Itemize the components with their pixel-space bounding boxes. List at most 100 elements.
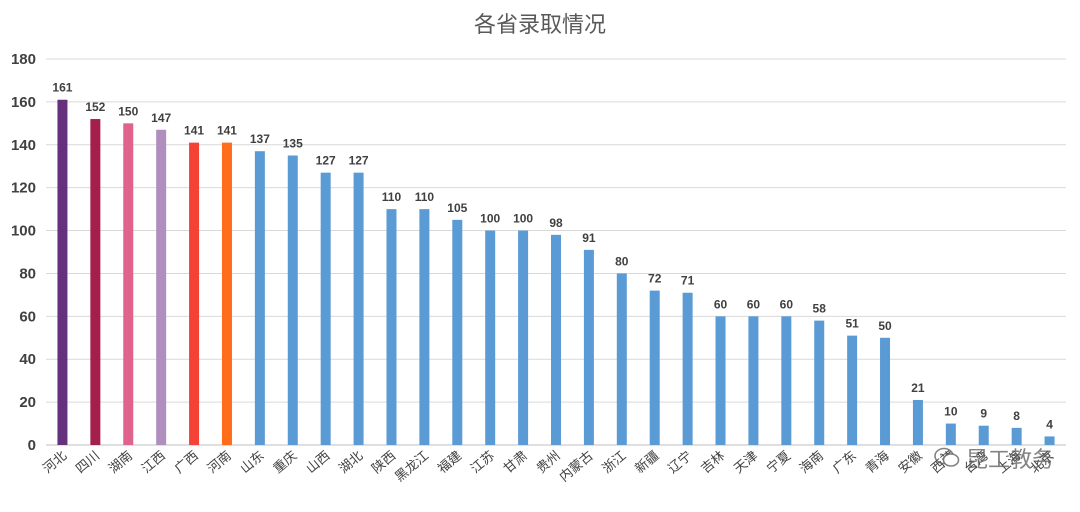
data-label: 161 bbox=[52, 81, 72, 95]
data-label: 147 bbox=[151, 111, 171, 125]
x-tick-label: 湖北 bbox=[337, 449, 367, 477]
x-tick-label: 甘肃 bbox=[501, 449, 531, 477]
data-label: 8 bbox=[1013, 409, 1020, 423]
bar bbox=[485, 230, 496, 445]
data-label: 141 bbox=[217, 124, 237, 138]
data-label: 10 bbox=[944, 405, 958, 419]
bar bbox=[189, 142, 200, 445]
data-label: 58 bbox=[813, 302, 827, 316]
bar bbox=[123, 123, 134, 445]
bar bbox=[781, 316, 792, 445]
data-label: 60 bbox=[714, 297, 728, 311]
data-label: 152 bbox=[85, 100, 105, 114]
data-label: 105 bbox=[447, 201, 467, 215]
x-tick-label: 海南 bbox=[797, 448, 827, 477]
watermark: 昆工教务 bbox=[934, 442, 1054, 474]
bar bbox=[320, 172, 331, 445]
bar bbox=[1044, 436, 1055, 445]
data-label: 137 bbox=[250, 132, 270, 146]
x-tick-label: 内蒙古 bbox=[556, 448, 596, 485]
bar bbox=[748, 316, 759, 445]
bar bbox=[419, 209, 430, 445]
chart-title: 各省录取情况 bbox=[474, 13, 606, 38]
x-tick-label: 山西 bbox=[304, 449, 334, 477]
y-axis-ticks: 0 20 40 60 80 100 120 140 160 180 bbox=[11, 51, 36, 454]
x-tick-label: 四川 bbox=[73, 449, 103, 477]
bar bbox=[518, 230, 529, 445]
data-label: 100 bbox=[480, 212, 500, 226]
data-label: 71 bbox=[681, 274, 695, 288]
data-label: 9 bbox=[980, 407, 987, 421]
bar bbox=[452, 219, 463, 445]
bar bbox=[715, 316, 726, 445]
data-label: 150 bbox=[118, 104, 138, 118]
x-tick-label: 河南 bbox=[204, 448, 234, 477]
data-label: 127 bbox=[316, 154, 336, 168]
x-tick-label: 青海 bbox=[863, 449, 893, 477]
y-tick-label: 20 bbox=[19, 394, 36, 411]
data-label: 80 bbox=[615, 254, 629, 268]
y-tick-label: 40 bbox=[19, 351, 36, 368]
data-label: 100 bbox=[513, 212, 533, 226]
data-label: 127 bbox=[349, 154, 369, 168]
x-tick-label: 重庆 bbox=[270, 448, 300, 477]
wechat-icon bbox=[934, 447, 960, 467]
bar bbox=[156, 129, 167, 445]
bar bbox=[1011, 427, 1022, 445]
data-label: 110 bbox=[382, 190, 402, 204]
data-label: 50 bbox=[878, 319, 892, 333]
x-tick-label: 江西 bbox=[139, 449, 169, 477]
bar bbox=[57, 99, 68, 445]
data-label: 21 bbox=[911, 381, 925, 395]
x-tick-label: 安徽 bbox=[896, 449, 926, 477]
watermark-text: 昆工教务 bbox=[965, 448, 1054, 473]
data-label: 51 bbox=[845, 317, 859, 331]
data-label: 60 bbox=[747, 297, 761, 311]
x-tick-label: 黑龙江 bbox=[392, 449, 432, 486]
y-tick-label: 180 bbox=[11, 51, 36, 68]
x-tick-label: 湖南 bbox=[106, 448, 136, 477]
bar bbox=[912, 399, 923, 445]
data-label: 135 bbox=[283, 137, 303, 151]
x-tick-label: 天津 bbox=[731, 449, 761, 477]
bar bbox=[945, 423, 956, 445]
bars bbox=[57, 99, 1055, 446]
x-tick-label: 宁夏 bbox=[764, 448, 794, 477]
x-tick-label: 辽宁 bbox=[665, 448, 695, 477]
x-tick-label: 吉林 bbox=[699, 449, 729, 477]
bar bbox=[616, 273, 627, 445]
x-tick-label: 浙江 bbox=[600, 449, 630, 477]
bar bbox=[880, 337, 891, 445]
bar bbox=[814, 320, 825, 445]
data-label: 60 bbox=[780, 297, 794, 311]
bar bbox=[386, 209, 397, 445]
bar bbox=[583, 249, 594, 445]
x-tick-label: 福建 bbox=[435, 449, 465, 477]
data-label: 4 bbox=[1046, 417, 1053, 431]
bar bbox=[287, 155, 298, 445]
x-tick-label: 山东 bbox=[238, 449, 268, 477]
data-label: 98 bbox=[549, 216, 563, 230]
bar bbox=[682, 292, 693, 445]
x-tick-label: 江苏 bbox=[468, 448, 498, 477]
y-tick-label: 140 bbox=[11, 137, 36, 154]
y-tick-label: 60 bbox=[19, 308, 36, 325]
x-tick-label: 河北 bbox=[40, 449, 70, 477]
bar bbox=[649, 290, 660, 445]
y-tick-label: 80 bbox=[19, 265, 36, 282]
data-label: 72 bbox=[648, 272, 662, 286]
data-label: 91 bbox=[582, 231, 596, 245]
y-tick-label: 160 bbox=[11, 94, 36, 111]
y-tick-label: 100 bbox=[11, 223, 36, 240]
y-tick-label: 0 bbox=[28, 437, 36, 454]
data-label: 141 bbox=[184, 124, 204, 138]
bar bbox=[221, 142, 232, 445]
y-tick-label: 120 bbox=[11, 180, 36, 197]
x-tick-label: 广西 bbox=[172, 449, 202, 477]
bar bbox=[90, 119, 101, 446]
bar bbox=[978, 425, 989, 445]
